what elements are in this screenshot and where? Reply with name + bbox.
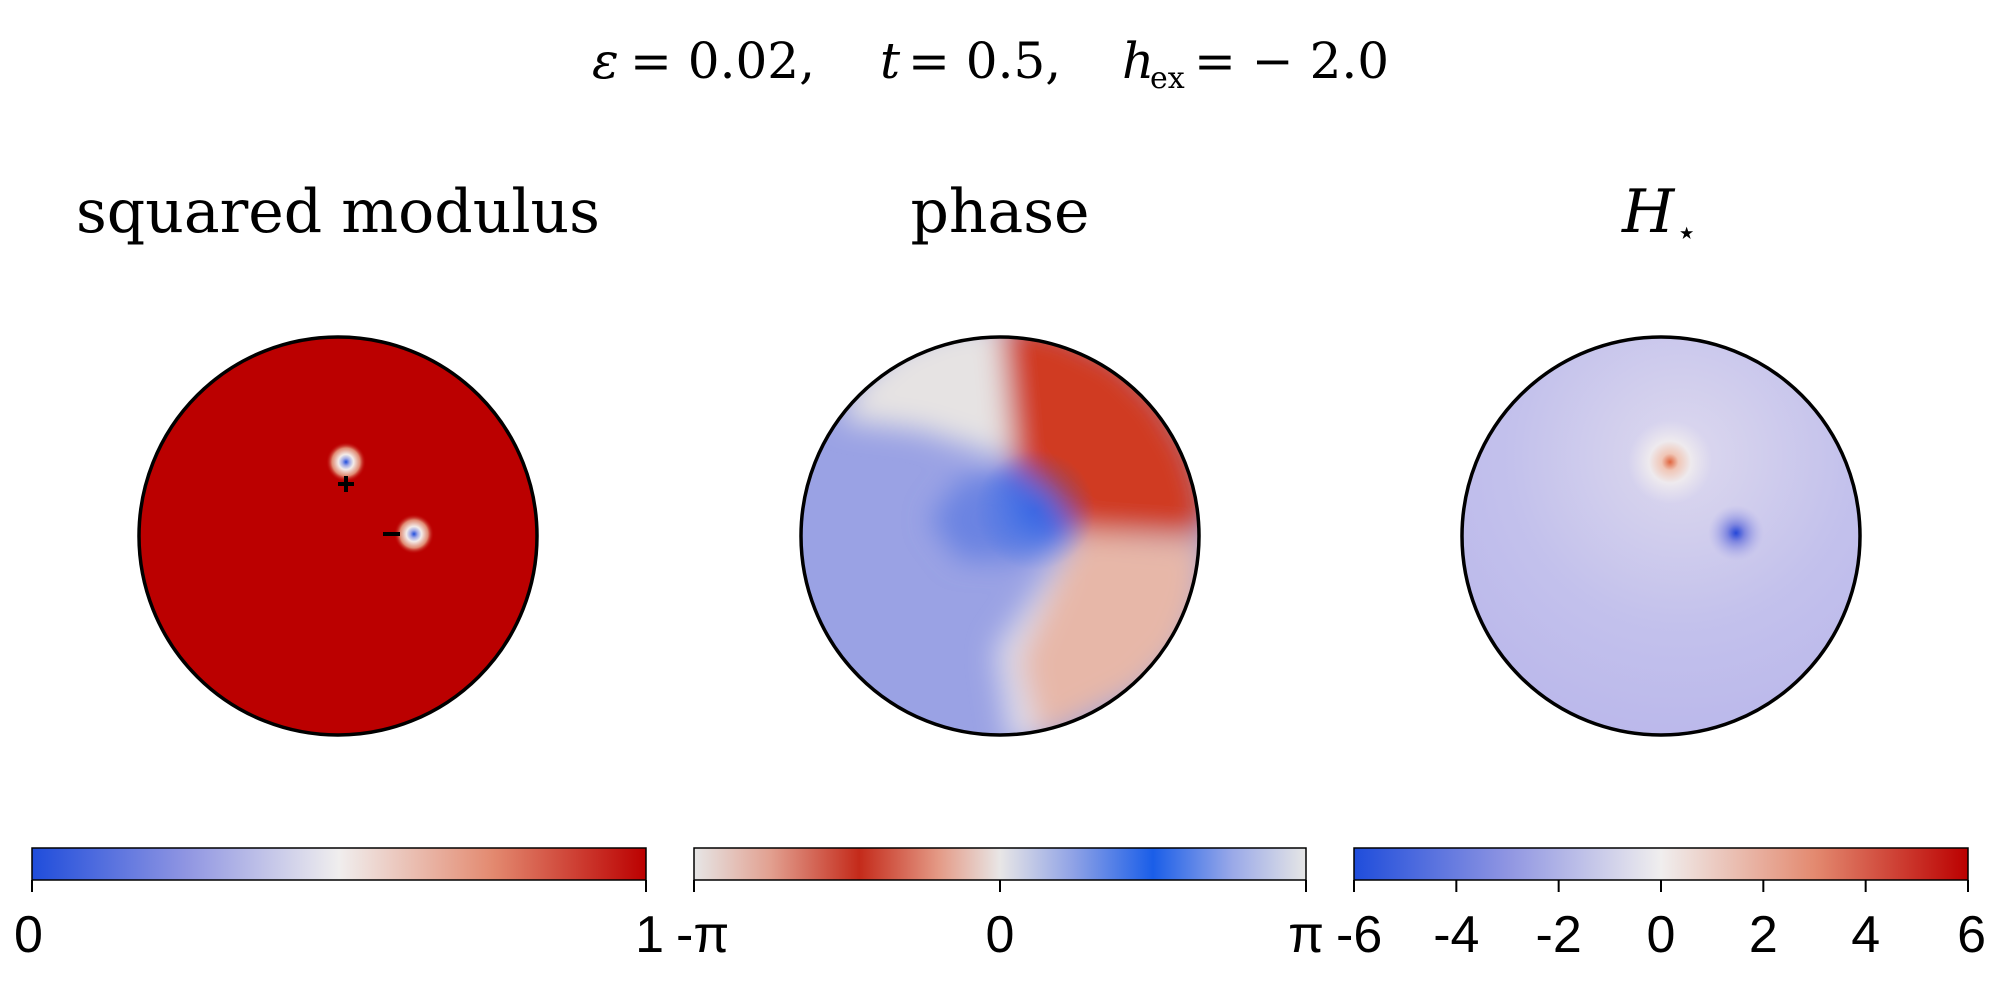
phase-colorbar-tick-label: -π bbox=[676, 906, 729, 964]
hstar-panel-title: H ⋆ bbox=[1621, 177, 1697, 253]
phase-colorbar-tick-label: 0 bbox=[986, 906, 1015, 964]
hstar-colorbar-tick-label: 4 bbox=[1851, 906, 1880, 964]
modulus-disk-border bbox=[137, 335, 539, 737]
t-value: = 0.5, bbox=[908, 32, 1061, 90]
h-value: = − 2.0 bbox=[1194, 32, 1389, 90]
hstar-title-symbol: H bbox=[1621, 177, 1676, 247]
hstar-negative-peak bbox=[1708, 505, 1764, 561]
epsilon-value: = 0.02, bbox=[630, 32, 815, 90]
phase-panel-title: phase bbox=[910, 177, 1089, 247]
hstar-colorbar-tick-label: 0 bbox=[1647, 906, 1676, 964]
hstar-colorbar-tick-label: -4 bbox=[1433, 906, 1479, 964]
figure-header: ε = 0.02, t = 0.5, h ex = − 2.0 bbox=[592, 32, 1389, 96]
phase-core-glow bbox=[975, 450, 1095, 570]
modulus-panel-title: squared modulus bbox=[76, 177, 600, 247]
vortex-core-negative bbox=[394, 514, 434, 554]
modulus-colorbar-tick-label: 0 bbox=[14, 906, 43, 964]
modulus-heatmap bbox=[137, 335, 539, 737]
phase-colorbar-fill bbox=[693, 847, 1307, 881]
hstar-heatmap bbox=[1460, 335, 1862, 737]
hstar-colorbar-tick-label: 2 bbox=[1749, 906, 1778, 964]
hstar-colorbar-tick-label: -2 bbox=[1536, 906, 1582, 964]
modulus-colorbar-tick-label: 1 bbox=[635, 906, 664, 964]
hstar-colorbar-tick-label: -6 bbox=[1336, 906, 1382, 964]
t-symbol: t bbox=[880, 32, 901, 90]
vortex-core-positive bbox=[326, 442, 366, 482]
phase-heatmap bbox=[799, 335, 1201, 737]
hstar-colorbar-ticks: -6 -4 -2 0 2 4 6 bbox=[1336, 880, 1986, 964]
vortex-plus-marker bbox=[338, 476, 354, 492]
hstar-positive-peak bbox=[1628, 420, 1712, 504]
hstar-disk-border bbox=[1460, 335, 1862, 737]
hstar-disk bbox=[1462, 337, 1860, 735]
modulus-disk bbox=[139, 337, 537, 735]
phase-colorbar-tick-label: π bbox=[1288, 906, 1324, 964]
modulus-colorbar-fill bbox=[31, 847, 647, 881]
h-subscript: ex bbox=[1150, 61, 1185, 96]
phase-colorbar-ticks: -π 0 π bbox=[676, 880, 1324, 964]
phase-disk-border bbox=[799, 335, 1201, 737]
h-symbol: h bbox=[1122, 32, 1154, 90]
hstar-colorbar-tick-label: 6 bbox=[1957, 906, 1986, 964]
phase-colorbar: -π 0 π bbox=[676, 847, 1324, 964]
epsilon-symbol: ε bbox=[592, 32, 619, 90]
hstar-colorbar: -6 -4 -2 0 2 4 6 bbox=[1336, 847, 1986, 964]
hstar-title-subscript: ⋆ bbox=[1676, 213, 1697, 253]
hstar-colorbar-fill bbox=[1353, 847, 1969, 881]
